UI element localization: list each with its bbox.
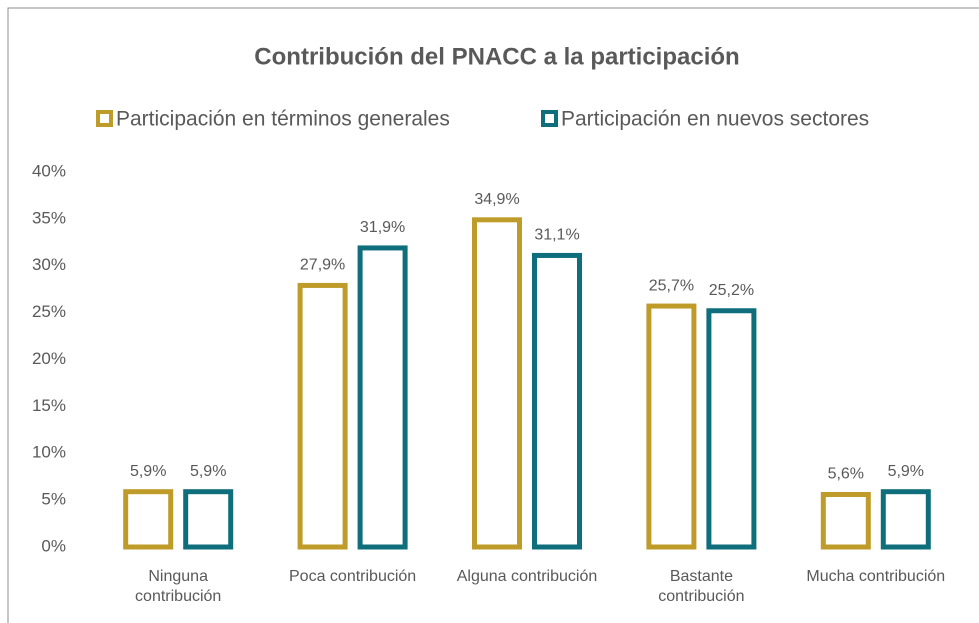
value-label: 34,9% [474, 191, 519, 208]
bar [297, 282, 348, 550]
bar [357, 245, 408, 550]
x-tick-label: Bastante contribución [658, 568, 745, 605]
bar [472, 217, 522, 550]
bar [183, 489, 234, 550]
y-tick-label: 15% [32, 396, 66, 415]
y-tick-label: 20% [32, 349, 66, 368]
value-label: 27,9% [300, 257, 345, 274]
bar [646, 303, 697, 550]
x-tick-label: Alguna contribución [456, 568, 598, 585]
bar [532, 252, 582, 550]
value-label: 31,9% [360, 219, 405, 236]
value-label: 25,2% [709, 282, 754, 299]
value-label: 5,9% [888, 463, 924, 480]
value-label: 25,7% [649, 277, 694, 294]
y-tick-label: 30% [32, 255, 66, 274]
x-tick-label: Poca contribución [289, 568, 417, 585]
y-tick-label: 5% [41, 490, 66, 509]
bar [820, 492, 871, 550]
chart-title: Contribución del PNACC a la participació… [254, 43, 739, 70]
x-tick-label: Ninguna contribución [135, 568, 222, 605]
value-label: 31,1% [534, 227, 579, 244]
bar [706, 308, 757, 550]
y-tick-label: 40% [32, 161, 66, 180]
legend-label: Participación en términos generales [116, 108, 450, 131]
bar [880, 489, 931, 550]
x-tick-label: Mucha contribución [806, 568, 946, 585]
value-label: 5,6% [828, 466, 864, 483]
y-tick-label: 10% [32, 443, 66, 462]
legend-swatch [541, 110, 558, 127]
y-tick-label: 0% [41, 536, 66, 555]
value-label: 5,9% [190, 463, 226, 480]
legend-label: Participación en nuevos sectores [561, 108, 869, 131]
y-tick-label: 25% [32, 302, 66, 321]
bar [123, 489, 174, 550]
value-label: 5,9% [130, 463, 166, 480]
y-tick-label: 35% [32, 208, 66, 227]
legend-swatch [96, 110, 113, 127]
